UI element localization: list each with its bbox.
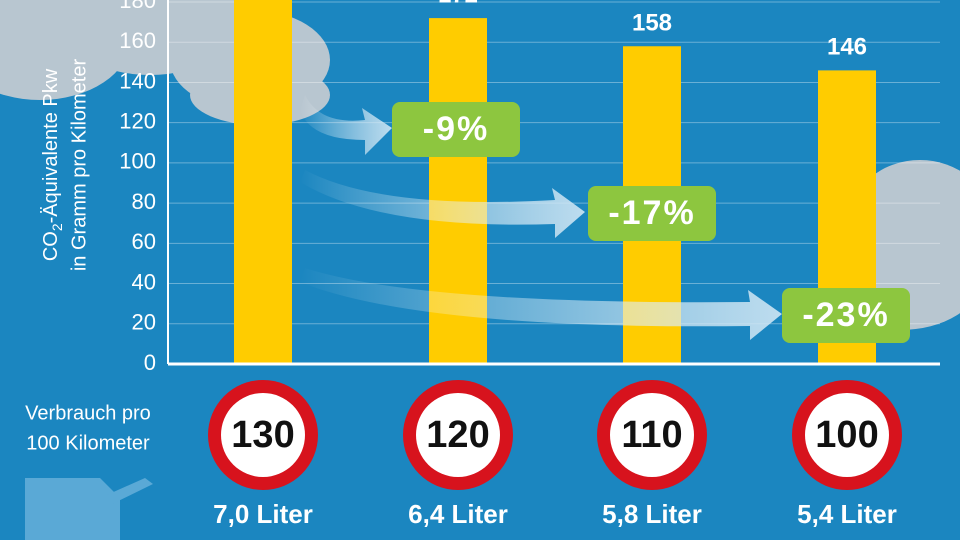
- x-tick-label: 130: [231, 414, 294, 456]
- annotation-box: [588, 186, 716, 241]
- y-title-part: CO: [40, 231, 62, 261]
- y-tick-label: 60: [132, 229, 156, 254]
- y-tick-label: 100: [119, 149, 156, 174]
- consumption-value: 6,4 Liter: [408, 499, 508, 529]
- annotation-box: [392, 102, 520, 157]
- arrows: [300, 95, 782, 340]
- y-title-sub: 2: [49, 223, 65, 231]
- fuel-can-icon: [25, 478, 153, 540]
- y-tick-label: 140: [119, 68, 156, 93]
- y-title-part: -Äquivalente Pkw: [40, 68, 62, 223]
- x-tick-label: 100: [815, 414, 878, 456]
- value-label: 172: [438, 0, 478, 8]
- annotation: -23%: [802, 296, 889, 334]
- y-tick-label: 180: [119, 0, 156, 13]
- value-label: 146: [827, 34, 867, 61]
- consumption-value: 5,4 Liter: [797, 499, 897, 529]
- y-axis-title: CO2-Äquivalente Pkw: [40, 68, 64, 261]
- annotation: -9%: [423, 110, 489, 148]
- y-tick-label: 0: [144, 350, 156, 375]
- consumption-label: Verbrauch pro: [25, 402, 151, 424]
- y-tick-label: 20: [132, 310, 156, 335]
- annotation-box: [782, 288, 910, 343]
- consumption-value: 5,8 Liter: [602, 499, 702, 529]
- speed-sign-face: [610, 393, 694, 477]
- foreground: 0204060801001201401601801891307,0 Liter1…: [119, 0, 910, 529]
- y-tick-label: 80: [132, 189, 156, 214]
- annotation: -17%: [608, 194, 695, 232]
- y-tick-label: 120: [119, 108, 156, 133]
- speed-sign-face: [221, 393, 305, 477]
- y-axis-title: in Gramm pro Kilometer: [68, 59, 90, 272]
- speed-sign-face: [805, 393, 889, 477]
- consumption-label: 100 Kilometer: [26, 432, 150, 454]
- x-tick-label: 120: [426, 414, 489, 456]
- consumption-value: 7,0 Liter: [213, 499, 313, 529]
- value-label: 158: [632, 10, 672, 37]
- x-tick-label: 110: [621, 414, 682, 456]
- y-tick-label: 40: [132, 269, 156, 294]
- bar: [234, 0, 292, 364]
- speed-sign-face: [416, 393, 500, 477]
- y-tick-label: 160: [119, 28, 156, 53]
